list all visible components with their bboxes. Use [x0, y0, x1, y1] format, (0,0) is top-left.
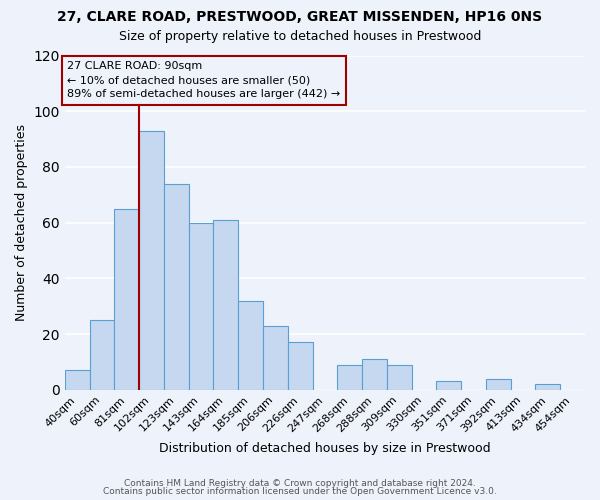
Bar: [288, 342, 313, 390]
Bar: [337, 365, 362, 390]
Bar: [362, 359, 387, 390]
Y-axis label: Number of detached properties: Number of detached properties: [15, 124, 28, 321]
Bar: [139, 130, 164, 390]
Bar: [115, 208, 139, 390]
Bar: [164, 184, 188, 390]
Text: Contains HM Land Registry data © Crown copyright and database right 2024.: Contains HM Land Registry data © Crown c…: [124, 478, 476, 488]
X-axis label: Distribution of detached houses by size in Prestwood: Distribution of detached houses by size …: [159, 442, 491, 455]
Bar: [387, 365, 412, 390]
Bar: [188, 222, 214, 390]
Bar: [65, 370, 89, 390]
Bar: [535, 384, 560, 390]
Text: Size of property relative to detached houses in Prestwood: Size of property relative to detached ho…: [119, 30, 481, 43]
Bar: [238, 300, 263, 390]
Text: 27, CLARE ROAD, PRESTWOOD, GREAT MISSENDEN, HP16 0NS: 27, CLARE ROAD, PRESTWOOD, GREAT MISSEND…: [58, 10, 542, 24]
Bar: [486, 378, 511, 390]
Bar: [436, 382, 461, 390]
Bar: [263, 326, 288, 390]
Bar: [214, 220, 238, 390]
Text: Contains public sector information licensed under the Open Government Licence v3: Contains public sector information licen…: [103, 487, 497, 496]
Bar: [89, 320, 115, 390]
Text: 27 CLARE ROAD: 90sqm
← 10% of detached houses are smaller (50)
89% of semi-detac: 27 CLARE ROAD: 90sqm ← 10% of detached h…: [67, 61, 341, 99]
